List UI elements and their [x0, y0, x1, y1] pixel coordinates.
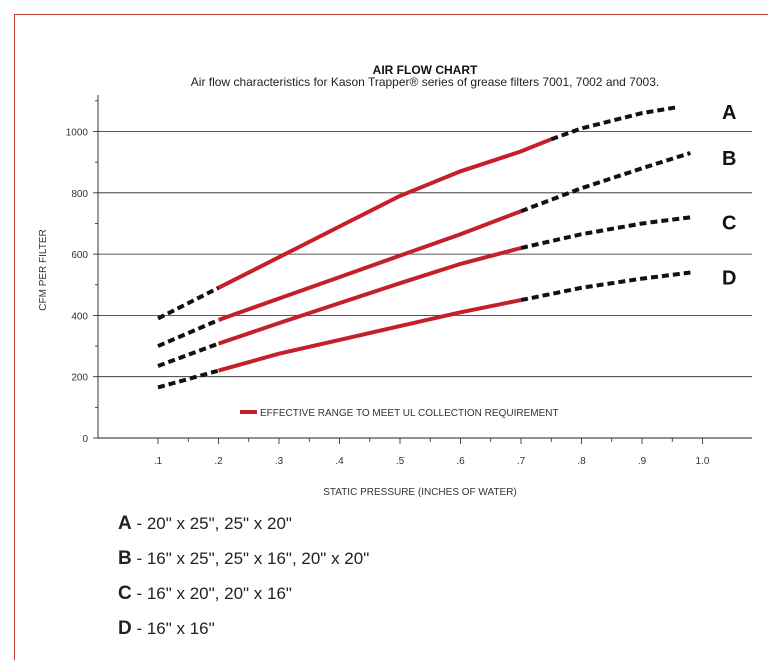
- y-tick-label: 400: [71, 311, 88, 322]
- x-tick-label: .2: [214, 456, 223, 467]
- x-tick-label: .4: [335, 456, 344, 467]
- air-flow-chart: AIR FLOW CHART Air flow characteristics …: [38, 63, 752, 498]
- y-tick-label: 0: [82, 434, 88, 445]
- filter-size-list: A - 20" x 25", 25" x 20" B - 16" x 25", …: [118, 512, 369, 652]
- y-tick-label: 800: [71, 189, 88, 200]
- figure-frame: [14, 14, 768, 660]
- series-d-effective: [217, 298, 522, 373]
- x-tick-label: .8: [577, 456, 586, 467]
- series-a-effective: [217, 137, 553, 290]
- y-axis-label: CFM PER FILTER: [38, 229, 49, 310]
- size-text: - 16" x 25", 25" x 16", 20" x 20": [131, 549, 370, 568]
- size-letter: B: [118, 548, 132, 569]
- series-c-low-dashed: [157, 341, 220, 368]
- legend-label: EFFECTIVE RANGE TO MEET UL COLLECTION RE…: [260, 408, 559, 419]
- y-tick-label: 600: [71, 250, 88, 261]
- size-row-a: A - 20" x 25", 25" x 20": [118, 512, 369, 547]
- x-tick-label: .6: [456, 456, 465, 467]
- size-letter: A: [118, 513, 132, 534]
- chart-subtitle: Air flow characteristics for Kason Trapp…: [191, 75, 659, 89]
- series-a-high-dashed: [550, 105, 679, 142]
- series-c-effective: [217, 246, 522, 346]
- series-b-high-dashed: [520, 151, 692, 214]
- chart-title: AIR FLOW CHART: [373, 63, 478, 77]
- y-tick-label: 1000: [66, 128, 89, 139]
- size-row-b: B - 16" x 25", 25" x 16", 20" x 20": [118, 547, 369, 582]
- x-tick-label: .1: [154, 456, 163, 467]
- y-tick-label: 200: [71, 373, 88, 384]
- series-b-effective: [217, 209, 522, 322]
- series-d-high-dashed: [520, 270, 691, 303]
- x-tick-label: .5: [396, 456, 405, 467]
- size-letter: D: [118, 618, 132, 639]
- size-row-c: C - 16" x 20", 20" x 16": [118, 582, 369, 617]
- x-tick-label: .3: [275, 456, 284, 467]
- size-letter: C: [118, 583, 132, 604]
- x-axis-label: STATIC PRESSURE (INCHES OF WATER): [323, 487, 517, 498]
- series-c-high-dashed: [520, 215, 691, 250]
- x-tick-label: .9: [638, 456, 647, 467]
- series-label-a: A: [722, 102, 736, 124]
- x-tick-label: .7: [517, 456, 526, 467]
- series-label-c: C: [722, 212, 736, 234]
- size-text: - 16" x 16": [131, 619, 215, 638]
- series-d-low-dashed: [157, 368, 220, 390]
- series-label-d: D: [722, 267, 736, 289]
- series-b-low-dashed: [157, 318, 220, 348]
- series-a-low-dashed: [157, 286, 220, 321]
- x-tick-label: 1.0: [696, 456, 710, 467]
- size-text: - 16" x 20", 20" x 16": [131, 584, 292, 603]
- size-text: - 20" x 25", 25" x 20": [131, 514, 292, 533]
- size-row-d: D - 16" x 16": [118, 617, 369, 652]
- series-label-b: B: [722, 148, 736, 170]
